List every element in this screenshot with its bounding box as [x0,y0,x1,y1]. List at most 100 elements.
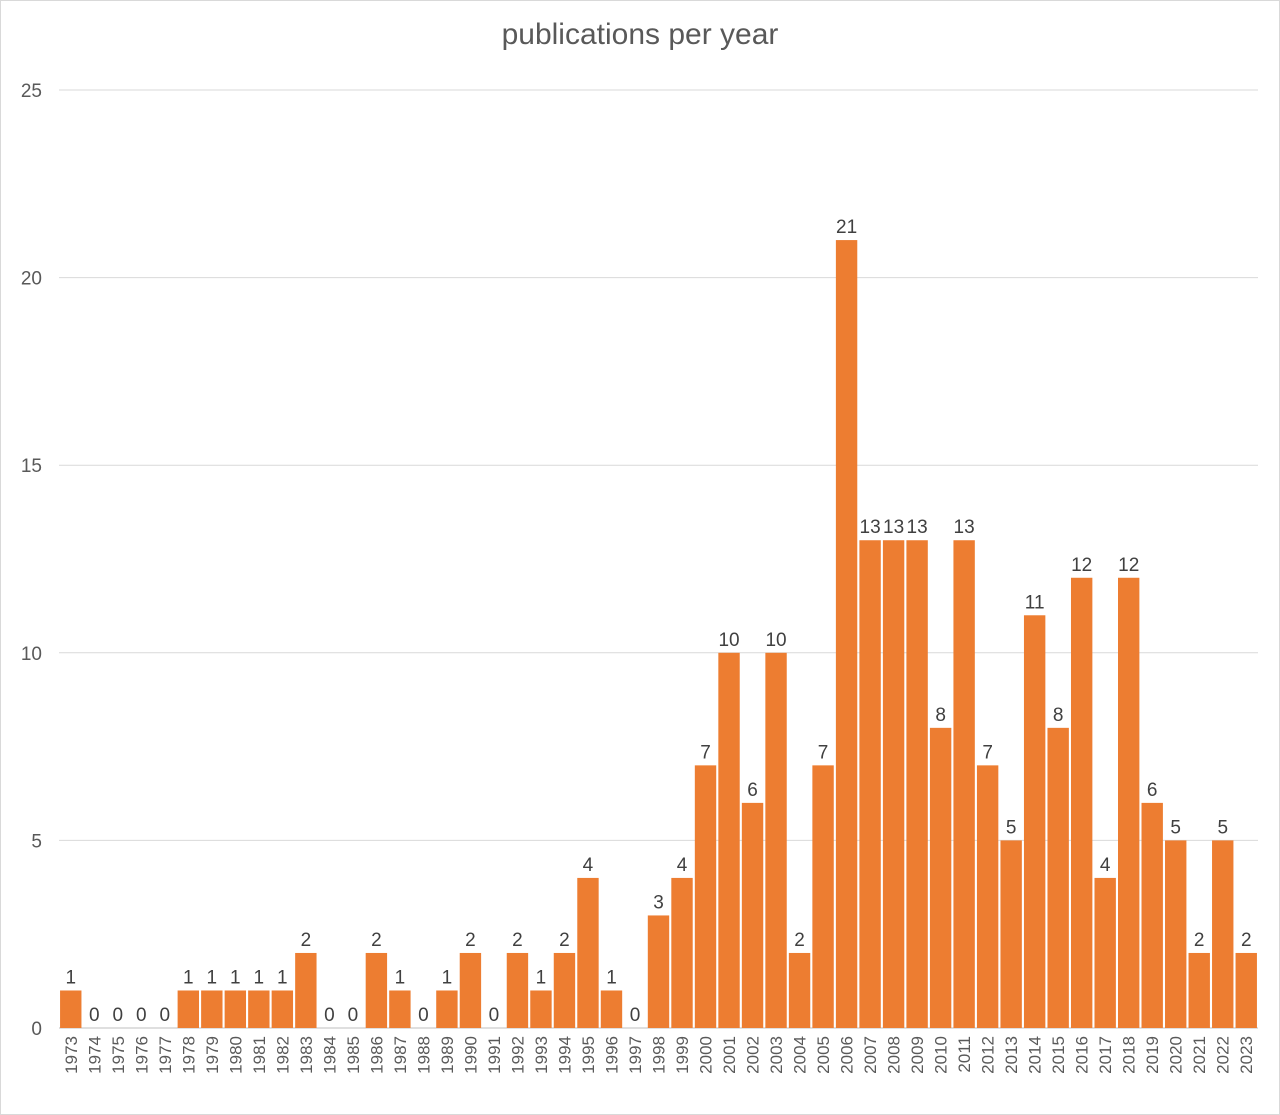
data-label-1989: 1 [442,967,453,988]
data-label-2015: 8 [1053,705,1064,726]
data-label-1995: 4 [583,855,594,876]
bar-2012 [976,765,999,1028]
bar-1981 [248,990,270,1028]
x-tick-label-1999: 1999 [673,1036,692,1074]
x-tick-label-2019: 2019 [1143,1036,1162,1074]
x-tick-label-2002: 2002 [744,1036,763,1074]
bar-1978 [177,990,200,1028]
data-label-1996: 1 [606,967,617,988]
data-label-1973: 1 [65,967,76,988]
bar-1973 [60,990,82,1028]
bar-2020 [1165,840,1187,1028]
x-tick-label-2001: 2001 [720,1036,739,1074]
y-tick-label-15: 15 [21,456,42,477]
x-tick-label-1997: 1997 [626,1036,645,1074]
chart-title: publications per year [501,18,779,51]
x-tick-label-1977: 1977 [156,1036,175,1074]
data-label-1994: 2 [559,930,570,951]
data-label-2004: 2 [794,930,805,951]
data-label-1976: 0 [136,1005,147,1026]
x-tick-label-2021: 2021 [1190,1036,1209,1074]
data-label-1998: 3 [653,892,664,913]
x-tick-label-1982: 1982 [273,1036,292,1074]
x-tick-label-1984: 1984 [320,1036,339,1074]
data-label-1983: 2 [301,930,312,951]
bar-1992 [506,952,529,1028]
bar-2010 [929,727,952,1028]
x-tick-label-1989: 1989 [438,1036,457,1074]
bar-1989 [436,990,458,1028]
data-label-2000: 7 [700,742,711,763]
bar-1995 [577,877,599,1028]
x-tick-label-1990: 1990 [461,1036,480,1074]
bar-2000 [694,765,717,1028]
data-label-2023: 2 [1241,930,1252,951]
data-label-2017: 4 [1100,855,1111,876]
data-label-1975: 0 [112,1005,123,1026]
bar-1982 [271,990,294,1028]
data-label-2007: 13 [860,517,881,538]
bar-1990 [459,952,482,1028]
x-tick-label-2000: 2000 [697,1036,716,1074]
data-label-1981: 1 [254,967,265,988]
x-tick-label-1975: 1975 [109,1036,128,1074]
data-label-2010: 8 [935,705,946,726]
bar-1980 [224,990,247,1028]
x-axis: 1973 1974 1975 1976 1977 1978 1979 1980 1981 1982… [62,1036,1256,1074]
data-label-2013: 5 [1006,817,1017,838]
bar-1993 [530,990,552,1028]
bar-2011 [953,540,975,1028]
bar-2005 [812,765,834,1028]
x-tick-label-1993: 1993 [532,1036,551,1074]
x-tick-label-1987: 1987 [391,1036,410,1074]
bar-2001 [718,652,740,1028]
x-tick-label-1991: 1991 [485,1036,504,1074]
bar-2013 [1000,840,1022,1028]
bars [60,240,1257,1028]
data-label-2003: 10 [765,630,786,651]
bar-2008 [882,540,905,1028]
x-tick-label-1978: 1978 [179,1036,198,1074]
x-tick-label-2008: 2008 [885,1036,904,1074]
x-tick-label-2020: 2020 [1167,1036,1186,1074]
x-tick-label-2016: 2016 [1073,1036,1092,1074]
x-tick-label-2006: 2006 [838,1036,857,1074]
data-label-2001: 10 [718,630,739,651]
data-label-2020: 5 [1170,817,1181,838]
x-tick-label-2017: 2017 [1096,1036,1115,1074]
bar-2022 [1212,840,1234,1028]
data-label-1997: 0 [630,1005,641,1026]
bar-2006 [835,240,858,1028]
data-label-1988: 0 [418,1005,429,1026]
bar-1983 [295,952,317,1028]
data-label-1978: 1 [183,967,194,988]
x-tick-label-1985: 1985 [344,1036,363,1074]
data-label-2016: 12 [1071,555,1092,576]
bar-2017 [1094,877,1116,1028]
x-tick-label-1973: 1973 [62,1036,81,1074]
bar-2018 [1117,577,1140,1028]
data-label-2002: 6 [747,780,758,801]
data-label-2006: 21 [836,217,857,238]
bar-2007 [859,540,881,1028]
data-label-2012: 7 [982,742,993,763]
x-tick-label-1986: 1986 [367,1036,386,1074]
bar-2016 [1070,577,1093,1028]
data-label-2014: 11 [1025,592,1045,613]
data-label-2019: 6 [1147,780,1158,801]
data-label-2011: 13 [954,517,975,538]
x-tick-label-2022: 2022 [1214,1036,1233,1074]
x-tick-label-2005: 2005 [814,1036,833,1074]
data-label-1999: 4 [677,855,688,876]
x-tick-label-2012: 2012 [979,1036,998,1074]
x-tick-label-1981: 1981 [250,1036,269,1074]
x-tick-label-2010: 2010 [932,1036,951,1074]
x-tick-label-2015: 2015 [1049,1036,1068,1074]
x-tick-label-2013: 2013 [1002,1036,1021,1074]
bar-2002 [741,802,764,1028]
x-tick-label-2009: 2009 [908,1036,927,1074]
bar-1979 [201,990,223,1028]
data-label-2018: 12 [1118,555,1139,576]
x-tick-label-1994: 1994 [555,1036,574,1074]
